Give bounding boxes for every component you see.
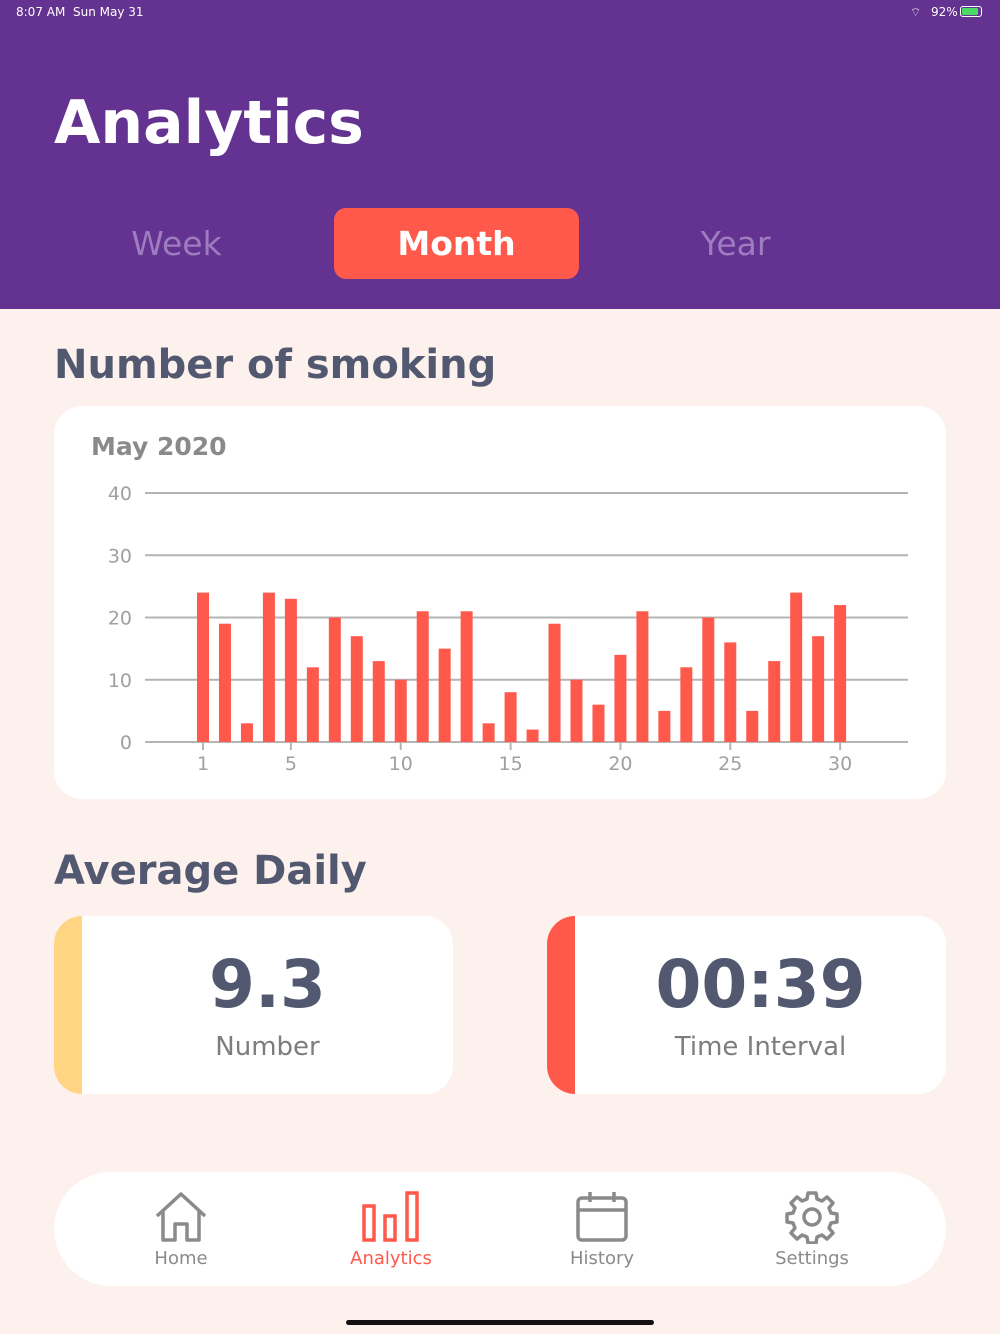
x-tick-label: 15 — [498, 753, 522, 775]
nav-settings[interactable]: Settings — [742, 1190, 882, 1269]
battery-icon — [960, 6, 982, 17]
home-indicator — [346, 1320, 654, 1325]
bar-day-27 — [768, 661, 781, 742]
x-tick-label: 10 — [389, 753, 413, 775]
average-interval-label: Time Interval — [674, 1032, 847, 1062]
y-tick-label: 40 — [108, 483, 132, 505]
average-number-value: 9.3 — [209, 946, 326, 1023]
x-tick-label: 20 — [608, 753, 632, 775]
nav-settings-label: Settings — [775, 1248, 849, 1269]
bar-day-21 — [636, 611, 649, 742]
bar-day-7 — [328, 617, 341, 742]
bar-day-26 — [746, 710, 759, 742]
average-interval-card: 00:39 Time Interval — [547, 916, 946, 1094]
bar-day-23 — [680, 667, 693, 742]
nav-home[interactable]: Home — [111, 1190, 251, 1269]
smoking-section-title: Number of smoking — [54, 342, 497, 388]
bar-day-10 — [394, 679, 407, 742]
bar-day-12 — [438, 648, 451, 742]
nav-analytics[interactable]: Analytics — [321, 1190, 461, 1269]
card-accent — [54, 916, 82, 1094]
bar-day-5 — [284, 598, 297, 742]
bottom-nav: Home Analytics History Settings — [54, 1172, 946, 1286]
tab-year[interactable]: Year — [700, 224, 771, 263]
nav-analytics-label: Analytics — [350, 1248, 432, 1269]
bar-day-25 — [724, 642, 737, 742]
chart-card: May 2020 0 10 20 30 40 1 5 10 15 20 25 30 — [54, 406, 946, 799]
average-section-title: Average Daily — [54, 848, 367, 894]
bar-day-17 — [548, 623, 561, 742]
x-tick-label: 30 — [828, 753, 852, 775]
tab-month[interactable]: Month — [334, 208, 579, 279]
bar-day-16 — [526, 729, 539, 742]
y-tick-label: 0 — [120, 732, 132, 754]
bar-day-30 — [834, 605, 847, 742]
x-tick-label: 25 — [718, 753, 742, 775]
battery-percent: 92% — [931, 5, 958, 19]
bar-day-9 — [372, 661, 385, 742]
chart-title: May 2020 — [91, 432, 227, 461]
bar-day-20 — [614, 654, 627, 742]
x-tick-label: 5 — [285, 753, 297, 775]
average-interval-value: 00:39 — [655, 946, 866, 1023]
nav-history-label: History — [569, 1248, 635, 1269]
wifi-icon: ⌔ — [910, 5, 922, 19]
average-number-card: 9.3 Number — [54, 916, 453, 1094]
y-tick-label: 30 — [108, 545, 132, 567]
gear-icon — [785, 1191, 839, 1244]
bar-day-15 — [504, 692, 517, 742]
home-icon — [155, 1192, 207, 1242]
bar-day-1 — [197, 592, 209, 742]
nav-history[interactable]: History — [532, 1190, 672, 1269]
header: 8:07 AM Sun May 31 ⌔ 92% Analytics Week … — [0, 0, 1000, 309]
bar-day-4 — [262, 592, 275, 742]
bar-chart-icon — [362, 1191, 419, 1242]
bar-day-6 — [306, 667, 319, 742]
page-title: Analytics — [54, 88, 364, 158]
bar-day-13 — [460, 611, 473, 742]
bar-day-8 — [350, 636, 363, 742]
y-tick-label: 10 — [108, 670, 132, 692]
bar-day-24 — [702, 617, 715, 742]
card-accent — [547, 916, 575, 1094]
y-tick-label: 20 — [108, 608, 132, 630]
bar-day-18 — [570, 679, 583, 742]
bar-day-11 — [416, 611, 429, 742]
bar-day-3 — [240, 723, 253, 742]
bar-day-14 — [482, 723, 495, 742]
bar-day-19 — [592, 704, 605, 742]
calendar-icon — [576, 1192, 628, 1242]
x-tick-label: 1 — [197, 753, 209, 775]
bar-day-28 — [790, 592, 803, 742]
tab-week[interactable]: Week — [131, 224, 222, 263]
status-date: Sun May 31 — [73, 5, 144, 19]
status-time: 8:07 AM — [16, 5, 66, 19]
average-number-label: Number — [215, 1032, 320, 1062]
bar-day-2 — [218, 623, 231, 742]
bar-day-22 — [658, 710, 671, 742]
bar-day-29 — [812, 636, 825, 742]
nav-home-label: Home — [154, 1248, 208, 1269]
